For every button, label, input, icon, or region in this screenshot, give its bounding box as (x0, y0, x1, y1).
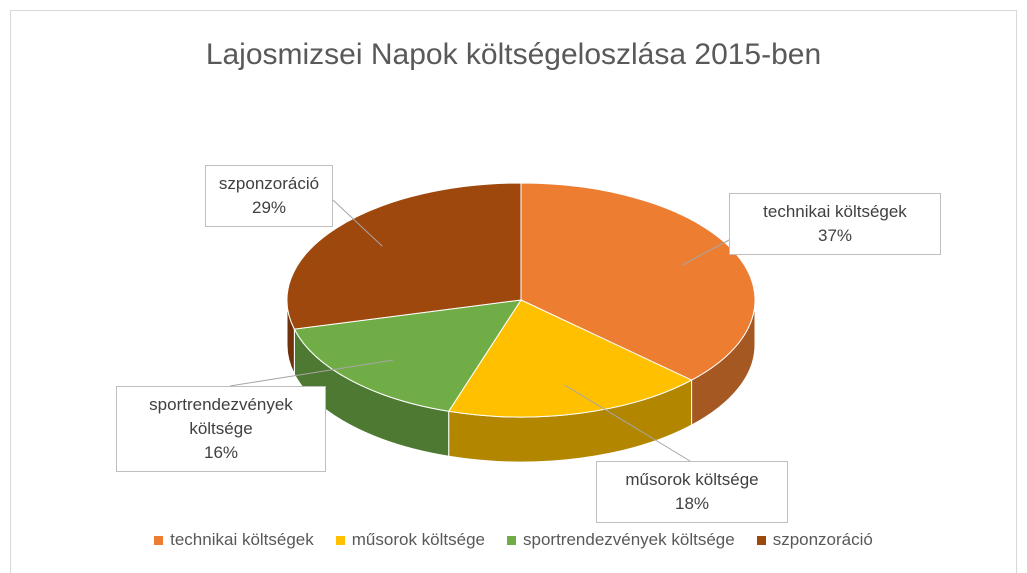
data-label-value: 37% (817, 226, 853, 245)
data-label-value: 18% (674, 494, 710, 513)
legend-item: szponzoráció (756, 530, 873, 550)
legend-label: technikai költségek (170, 530, 314, 549)
data-label: műsorok költsége 18% (596, 461, 788, 523)
chart-title: Lajosmizsei Napok költségeloszlása 2015-… (205, 38, 822, 71)
legend-label: szponzoráció (772, 530, 873, 549)
data-label-name: sportrendezvények költsége (149, 395, 293, 438)
legend-swatch (335, 535, 345, 545)
slice (447, 299, 693, 418)
data-label-name: technikai költségek (763, 202, 907, 221)
legend-label: műsorok költsége (351, 530, 485, 549)
data-label: sportrendezvények költsége 16% (116, 386, 326, 472)
data-label-name: műsorok költsége (625, 470, 759, 489)
slice (286, 182, 522, 330)
callout-line (681, 239, 730, 266)
legend-swatch (507, 535, 516, 545)
callout-line (229, 359, 394, 387)
legend-swatch (756, 535, 766, 545)
legend-item: sportrendezvények költsége (507, 530, 735, 550)
callout-line (332, 199, 383, 247)
slice (293, 299, 523, 412)
data-label-value: 16% (203, 443, 239, 462)
data-label: szponzoráció 29% (205, 165, 333, 227)
legend-label: sportrendezvények költsége (523, 530, 735, 549)
data-label: technikai költségek 37% (729, 193, 941, 255)
legend-item: technikai költségek (154, 530, 314, 550)
data-label-value: 29% (251, 198, 287, 217)
chart-frame (10, 10, 1017, 573)
callout-line (564, 384, 691, 462)
legend-item: műsorok költsége (335, 530, 485, 550)
legend: technikai költségek műsorok költsége sport… (0, 530, 1027, 550)
legend-swatch (154, 535, 164, 545)
data-label-name: szponzoráció (218, 174, 320, 193)
